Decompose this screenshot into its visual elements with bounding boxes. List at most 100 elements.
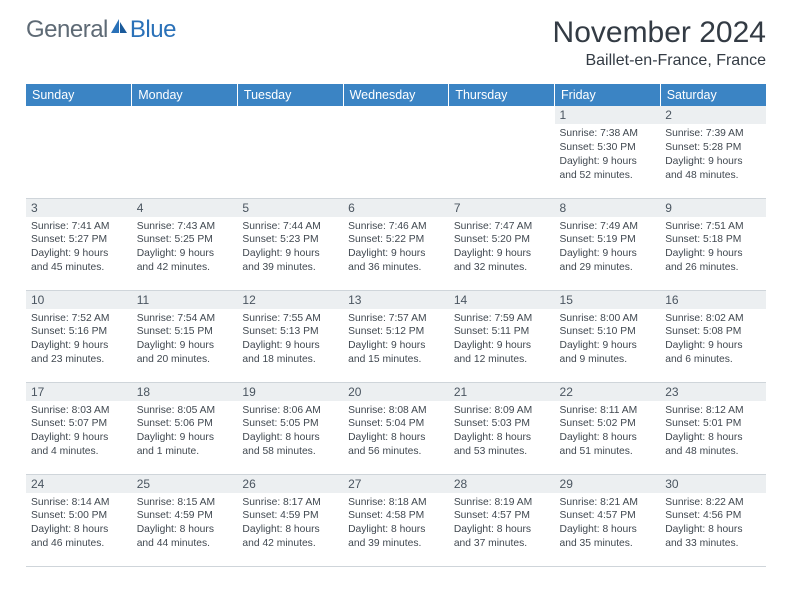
day-details: Sunrise: 7:47 AMSunset: 5:20 PMDaylight:… xyxy=(449,217,555,278)
calendar-day-cell: 7Sunrise: 7:47 AMSunset: 5:20 PMDaylight… xyxy=(449,198,555,290)
day-details: Sunrise: 7:59 AMSunset: 5:11 PMDaylight:… xyxy=(449,309,555,370)
weekday-header: Tuesday xyxy=(237,84,343,106)
calendar-week-row: 17Sunrise: 8:03 AMSunset: 5:07 PMDayligh… xyxy=(26,382,766,474)
calendar-day-cell: 20Sunrise: 8:08 AMSunset: 5:04 PMDayligh… xyxy=(343,382,449,474)
calendar-day-cell: 9Sunrise: 7:51 AMSunset: 5:18 PMDaylight… xyxy=(660,198,766,290)
calendar-day-cell: 14Sunrise: 7:59 AMSunset: 5:11 PMDayligh… xyxy=(449,290,555,382)
day-details: Sunrise: 7:43 AMSunset: 5:25 PMDaylight:… xyxy=(132,217,238,278)
calendar-day-cell: 16Sunrise: 8:02 AMSunset: 5:08 PMDayligh… xyxy=(660,290,766,382)
day-number: 20 xyxy=(343,383,449,401)
day-number: 7 xyxy=(449,199,555,217)
logo: General Blue xyxy=(26,16,176,44)
weekday-header: Friday xyxy=(555,84,661,106)
calendar-day-cell xyxy=(237,106,343,198)
weekday-header: Thursday xyxy=(449,84,555,106)
day-number: 27 xyxy=(343,475,449,493)
day-number: 23 xyxy=(660,383,766,401)
logo-text-blue: Blue xyxy=(130,16,176,44)
calendar-body: 1Sunrise: 7:38 AMSunset: 5:30 PMDaylight… xyxy=(26,106,766,566)
day-details: Sunrise: 8:00 AMSunset: 5:10 PMDaylight:… xyxy=(555,309,661,370)
calendar-day-cell xyxy=(343,106,449,198)
day-number: 22 xyxy=(555,383,661,401)
calendar-day-cell: 19Sunrise: 8:06 AMSunset: 5:05 PMDayligh… xyxy=(237,382,343,474)
day-details: Sunrise: 8:19 AMSunset: 4:57 PMDaylight:… xyxy=(449,493,555,554)
month-title: November 2024 xyxy=(553,16,766,50)
calendar-day-cell xyxy=(449,106,555,198)
calendar-week-row: 10Sunrise: 7:52 AMSunset: 5:16 PMDayligh… xyxy=(26,290,766,382)
day-number: 3 xyxy=(26,199,132,217)
logo-sail-icon xyxy=(109,14,129,42)
day-details: Sunrise: 7:57 AMSunset: 5:12 PMDaylight:… xyxy=(343,309,449,370)
location-label: Baillet-en-France, France xyxy=(553,52,766,70)
day-number: 16 xyxy=(660,291,766,309)
calendar-week-row: 1Sunrise: 7:38 AMSunset: 5:30 PMDaylight… xyxy=(26,106,766,198)
day-details: Sunrise: 8:22 AMSunset: 4:56 PMDaylight:… xyxy=(660,493,766,554)
calendar-table: SundayMondayTuesdayWednesdayThursdayFrid… xyxy=(26,84,766,567)
calendar-day-cell: 29Sunrise: 8:21 AMSunset: 4:57 PMDayligh… xyxy=(555,474,661,566)
day-number: 4 xyxy=(132,199,238,217)
day-details: Sunrise: 7:39 AMSunset: 5:28 PMDaylight:… xyxy=(660,124,766,185)
calendar-day-cell: 28Sunrise: 8:19 AMSunset: 4:57 PMDayligh… xyxy=(449,474,555,566)
title-block: November 2024 Baillet-en-France, France xyxy=(553,16,766,70)
calendar-day-cell: 3Sunrise: 7:41 AMSunset: 5:27 PMDaylight… xyxy=(26,198,132,290)
day-number: 19 xyxy=(237,383,343,401)
day-number: 21 xyxy=(449,383,555,401)
calendar-day-cell: 22Sunrise: 8:11 AMSunset: 5:02 PMDayligh… xyxy=(555,382,661,474)
calendar-day-cell: 24Sunrise: 8:14 AMSunset: 5:00 PMDayligh… xyxy=(26,474,132,566)
day-details: Sunrise: 8:02 AMSunset: 5:08 PMDaylight:… xyxy=(660,309,766,370)
day-details: Sunrise: 7:38 AMSunset: 5:30 PMDaylight:… xyxy=(555,124,661,185)
day-details: Sunrise: 8:03 AMSunset: 5:07 PMDaylight:… xyxy=(26,401,132,462)
calendar-day-cell: 4Sunrise: 7:43 AMSunset: 5:25 PMDaylight… xyxy=(132,198,238,290)
day-number: 26 xyxy=(237,475,343,493)
day-details: Sunrise: 7:46 AMSunset: 5:22 PMDaylight:… xyxy=(343,217,449,278)
day-number: 12 xyxy=(237,291,343,309)
calendar-day-cell: 5Sunrise: 7:44 AMSunset: 5:23 PMDaylight… xyxy=(237,198,343,290)
day-details: Sunrise: 8:08 AMSunset: 5:04 PMDaylight:… xyxy=(343,401,449,462)
day-number: 28 xyxy=(449,475,555,493)
day-details: Sunrise: 8:17 AMSunset: 4:59 PMDaylight:… xyxy=(237,493,343,554)
day-number: 17 xyxy=(26,383,132,401)
calendar-day-cell xyxy=(132,106,238,198)
day-details: Sunrise: 7:54 AMSunset: 5:15 PMDaylight:… xyxy=(132,309,238,370)
day-number: 15 xyxy=(555,291,661,309)
day-number: 11 xyxy=(132,291,238,309)
calendar-day-cell: 10Sunrise: 7:52 AMSunset: 5:16 PMDayligh… xyxy=(26,290,132,382)
calendar-day-cell xyxy=(26,106,132,198)
calendar-day-cell: 27Sunrise: 8:18 AMSunset: 4:58 PMDayligh… xyxy=(343,474,449,566)
day-number: 14 xyxy=(449,291,555,309)
calendar-week-row: 3Sunrise: 7:41 AMSunset: 5:27 PMDaylight… xyxy=(26,198,766,290)
header: General Blue November 2024 Baillet-en-Fr… xyxy=(26,16,766,70)
calendar-day-cell: 11Sunrise: 7:54 AMSunset: 5:15 PMDayligh… xyxy=(132,290,238,382)
day-number: 25 xyxy=(132,475,238,493)
day-details: Sunrise: 8:18 AMSunset: 4:58 PMDaylight:… xyxy=(343,493,449,554)
calendar-day-cell: 17Sunrise: 8:03 AMSunset: 5:07 PMDayligh… xyxy=(26,382,132,474)
calendar-day-cell: 8Sunrise: 7:49 AMSunset: 5:19 PMDaylight… xyxy=(555,198,661,290)
calendar-day-cell: 6Sunrise: 7:46 AMSunset: 5:22 PMDaylight… xyxy=(343,198,449,290)
day-details: Sunrise: 8:12 AMSunset: 5:01 PMDaylight:… xyxy=(660,401,766,462)
day-details: Sunrise: 8:05 AMSunset: 5:06 PMDaylight:… xyxy=(132,401,238,462)
day-details: Sunrise: 7:41 AMSunset: 5:27 PMDaylight:… xyxy=(26,217,132,278)
day-details: Sunrise: 7:51 AMSunset: 5:18 PMDaylight:… xyxy=(660,217,766,278)
calendar-week-row: 24Sunrise: 8:14 AMSunset: 5:00 PMDayligh… xyxy=(26,474,766,566)
calendar-day-cell: 1Sunrise: 7:38 AMSunset: 5:30 PMDaylight… xyxy=(555,106,661,198)
calendar-day-cell: 21Sunrise: 8:09 AMSunset: 5:03 PMDayligh… xyxy=(449,382,555,474)
day-number: 1 xyxy=(555,106,661,124)
calendar-day-cell: 30Sunrise: 8:22 AMSunset: 4:56 PMDayligh… xyxy=(660,474,766,566)
day-details: Sunrise: 7:52 AMSunset: 5:16 PMDaylight:… xyxy=(26,309,132,370)
weekday-header: Wednesday xyxy=(343,84,449,106)
calendar-header-row: SundayMondayTuesdayWednesdayThursdayFrid… xyxy=(26,84,766,106)
calendar-day-cell: 26Sunrise: 8:17 AMSunset: 4:59 PMDayligh… xyxy=(237,474,343,566)
calendar-day-cell: 2Sunrise: 7:39 AMSunset: 5:28 PMDaylight… xyxy=(660,106,766,198)
day-number: 5 xyxy=(237,199,343,217)
calendar-page: General Blue November 2024 Baillet-en-Fr… xyxy=(0,0,792,581)
day-number: 18 xyxy=(132,383,238,401)
weekday-header: Saturday xyxy=(660,84,766,106)
calendar-day-cell: 18Sunrise: 8:05 AMSunset: 5:06 PMDayligh… xyxy=(132,382,238,474)
day-number: 2 xyxy=(660,106,766,124)
calendar-day-cell: 15Sunrise: 8:00 AMSunset: 5:10 PMDayligh… xyxy=(555,290,661,382)
day-number: 6 xyxy=(343,199,449,217)
calendar-day-cell: 12Sunrise: 7:55 AMSunset: 5:13 PMDayligh… xyxy=(237,290,343,382)
day-number: 13 xyxy=(343,291,449,309)
day-number: 10 xyxy=(26,291,132,309)
day-details: Sunrise: 7:49 AMSunset: 5:19 PMDaylight:… xyxy=(555,217,661,278)
